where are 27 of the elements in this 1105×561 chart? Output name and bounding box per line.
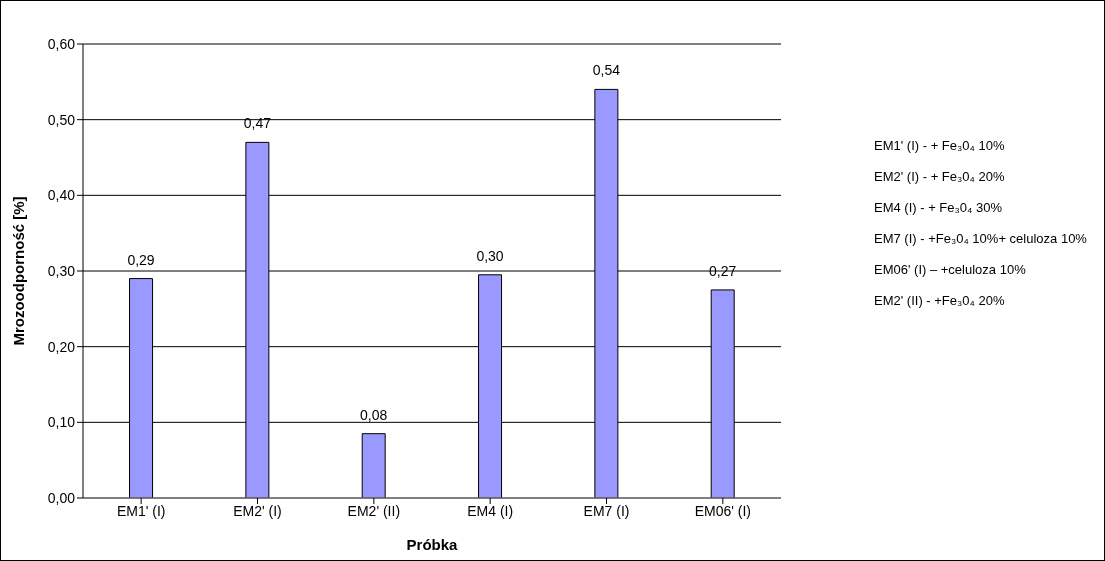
y-tick-label: 0,20 xyxy=(47,338,76,355)
text: EM2' (II) - +Fe₃0₄ 20% xyxy=(874,292,1006,309)
data-label: 0,54 xyxy=(592,62,621,79)
x-tick-label: EM2' (I) xyxy=(233,502,282,519)
x-tick-label: EM4 (I) xyxy=(467,502,514,519)
y-tick-label: 0,50 xyxy=(47,111,76,128)
text: EM4 (I) - + Fe₃0₄ 30% xyxy=(874,199,1003,216)
x-tick-label: EM7 (I) xyxy=(583,502,630,519)
x-tick-label: EM2' (II) xyxy=(347,502,401,519)
data-label: 0,08 xyxy=(360,406,388,423)
x-axis-title: Próbka xyxy=(406,536,459,553)
text: EM1' (I) - + Fe₃0₄ 10% xyxy=(874,137,1006,154)
y-tick-label: 0,10 xyxy=(47,414,76,431)
x-tick-label: EM1' (I) xyxy=(116,502,166,519)
text: EM06' (I) – +celuloza 10% xyxy=(874,261,1027,278)
y-tick-label: 0,00 xyxy=(47,489,76,506)
data-label: 0,29 xyxy=(127,251,155,268)
y-tick-label: 0,30 xyxy=(47,262,76,279)
data-label: 0,27 xyxy=(709,262,737,279)
y-tick-label: 0,60 xyxy=(47,35,76,52)
y-axis-title: Mrozoodporność [%] xyxy=(10,196,28,346)
data-label: 0,47 xyxy=(243,115,272,132)
text: EM2' (I) - + Fe₃0₄ 20% xyxy=(874,168,1006,185)
y-tick-label: 0,40 xyxy=(47,187,76,204)
x-tick-label: EM06' (I) xyxy=(694,502,752,519)
data-label: 0,30 xyxy=(476,247,504,264)
text: EM7 (I) - +Fe₃0₄ 10%+ celuloza 10% xyxy=(874,230,1088,247)
